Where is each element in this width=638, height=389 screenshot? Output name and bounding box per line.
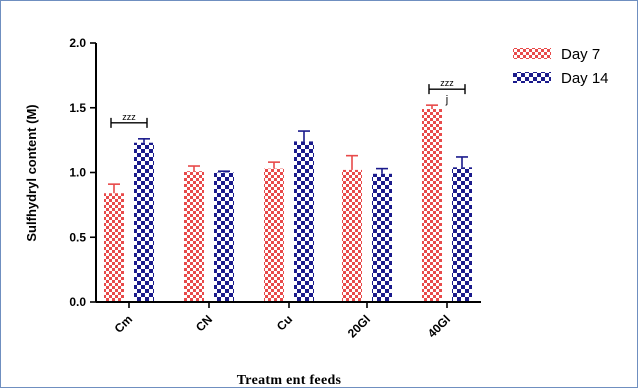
error-bar-day-7-cu [268,161,280,169]
legend-label-day-14: Day 14 [561,70,609,87]
significance-label: zzz [122,112,136,122]
x-axis-title: Treatm ent feeds [237,373,342,388]
bar-day-14-cm [134,142,154,302]
significance-bracket-40gl: zzz [428,78,466,95]
bar-day-14-40gl [452,167,472,302]
error-bar-day-7-cn [188,165,200,172]
y-tick-label: 0.0 [69,295,86,309]
bar-day-7-cu [264,168,284,302]
legend-swatch-day-7 [513,48,551,59]
bar-day-14-20gl [372,173,392,302]
error-bar-day-14-cu [298,130,310,142]
legend: Day 7 Day 14 [513,46,609,87]
bar-day-14-cu [294,141,314,302]
legend-item-day-7: Day 7 [513,46,600,63]
bar-day-7-20gl [342,169,362,302]
significance-label: zzz [440,78,454,88]
error-bar-day-14-cm [138,138,150,143]
error-bar-day-14-40gl [456,156,468,168]
significance-bracket-cm: zzz [110,112,148,128]
legend-item-day-14: Day 14 [513,70,609,87]
bar-day-14-cn [214,172,234,302]
legend-label-day-7: Day 7 [561,46,600,63]
y-tick-label: 1.0 [69,166,86,180]
error-bar-day-14-20gl [376,167,388,174]
x-tick-label-20gl: 20Gl [345,312,373,340]
bar-day-7-40gl [422,109,442,302]
plot-area: zzz zzz j [104,78,472,302]
y-axis-title: Sulfhydryl content (M) [24,104,39,241]
error-bar-day-14-cn [218,170,230,173]
y-tick-label: 2.0 [69,36,86,50]
error-bar-day-7-cm [108,183,120,194]
error-bar-day-7-40gl [426,104,438,110]
legend-swatch-day-14 [513,72,551,83]
y-tick-label: 0.5 [69,230,86,244]
x-tick-label-cu: Cu [274,312,295,333]
significance-letter-40gl: j [445,94,448,106]
x-tick-label-40gl: 40Gl [425,312,453,340]
y-tick-label: 1.5 [69,101,86,115]
x-tick-label-cm: Cm [112,312,136,336]
bar-day-7-cm [104,193,124,302]
error-bar-day-7-20gl [346,154,358,170]
bar-day-7-cn [184,171,204,302]
x-tick-label-cn: CN [193,312,215,334]
